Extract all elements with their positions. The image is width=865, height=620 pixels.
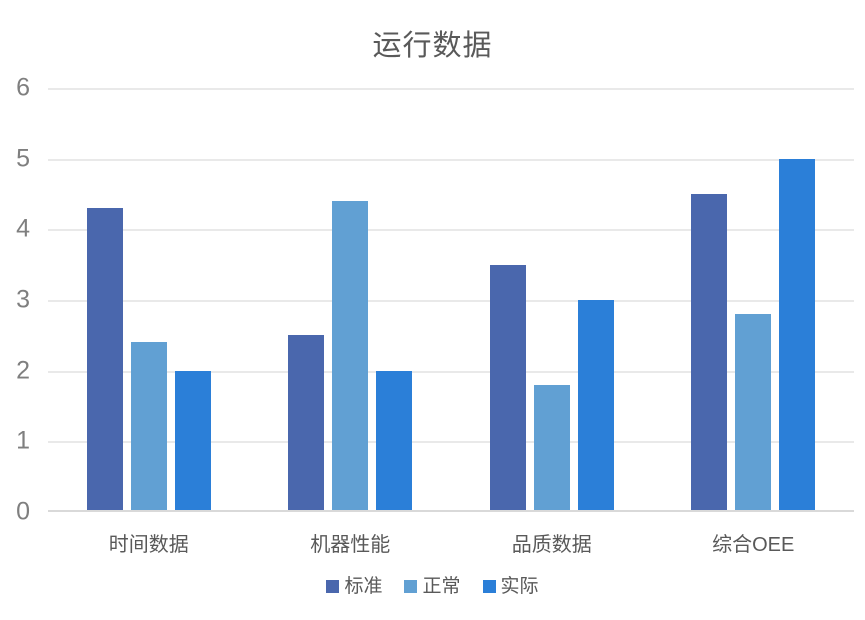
bar-series2-cat1 (130, 342, 167, 510)
y-axis-tick-label: 0 (16, 497, 30, 526)
legend-swatch (482, 580, 496, 593)
gridline (48, 229, 854, 232)
gridline (48, 300, 854, 302)
x-axis-category-label: 综合OEE (712, 534, 795, 556)
legend-label: 实际 (500, 576, 539, 597)
chart-legend: 标准 正常 实际 (0, 577, 865, 596)
bar-series2-cat2 (332, 201, 369, 510)
legend-swatch (326, 580, 340, 593)
gridline (48, 158, 854, 161)
legend-label: 标准 (344, 576, 383, 597)
y-axis-tick-label: 2 (16, 356, 30, 385)
y-axis-tick-label: 1 (16, 426, 30, 455)
bar-series1-cat2 (288, 335, 325, 510)
x-axis-category-label: 品质数据 (511, 534, 592, 556)
bar-series1-cat4 (691, 194, 728, 510)
x-axis-category-label: 时间数据 (108, 534, 189, 556)
y-axis-tick-label: 6 (16, 73, 30, 102)
legend-item: 正常 (404, 576, 461, 597)
legend-label: 正常 (422, 576, 461, 597)
chart-title: 运行数据 (372, 30, 493, 62)
gridline (48, 88, 854, 90)
legend-item: 实际 (482, 576, 539, 597)
x-axis-category-label: 机器性能 (310, 534, 391, 556)
x-axis-line (48, 510, 854, 512)
legend-swatch (404, 580, 418, 593)
x-axis-labels: 时间数据 机器性能 品质数据 综合OEE (48, 528, 854, 556)
bar-series3-cat4 (779, 158, 816, 510)
gridline (48, 441, 854, 444)
bar-series2-cat3 (533, 384, 570, 510)
y-axis-tick-label: 5 (16, 144, 30, 173)
gridline (48, 370, 854, 373)
y-axis: 0 1 2 3 4 5 6 (0, 0, 32, 620)
bar-series3-cat2 (376, 370, 413, 510)
bar-series3-cat1 (174, 370, 211, 510)
bar-series3-cat3 (577, 300, 614, 510)
bar-series1-cat1 (86, 208, 123, 510)
legend-item: 标准 (326, 577, 382, 596)
y-axis-tick-label: 4 (16, 214, 30, 243)
y-axis-tick-label: 3 (16, 285, 30, 314)
bar-series2-cat4 (735, 314, 772, 510)
plot-area (48, 88, 854, 512)
bar-series1-cat3 (489, 264, 526, 510)
